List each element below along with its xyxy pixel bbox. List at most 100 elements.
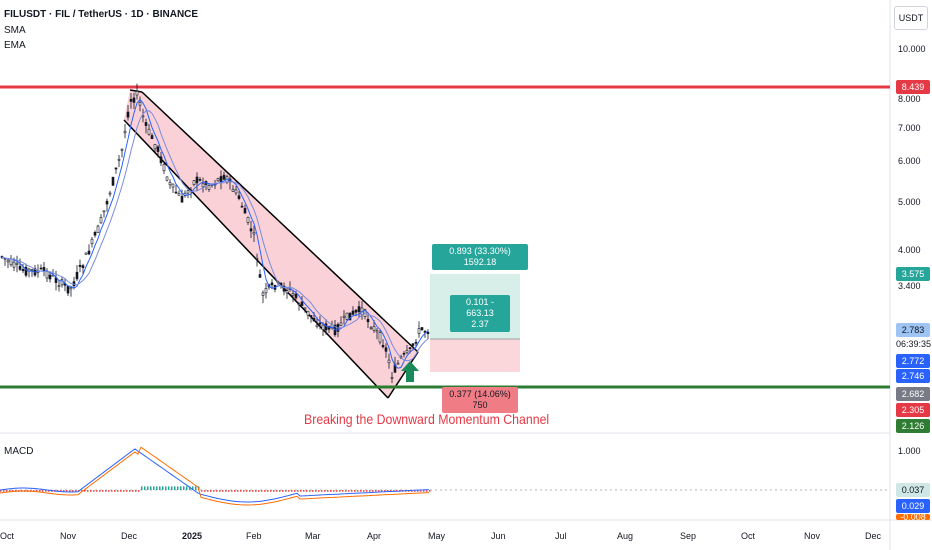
sma-value-tag: 2.772 (896, 354, 930, 368)
macd-histogram-bar (147, 486, 149, 490)
macd-histogram-bar (330, 490, 332, 492)
time-axis-label: 2025 (182, 531, 203, 541)
candle-body (30, 269, 34, 271)
macd-histogram-bar (6, 490, 8, 492)
axis-price-label: 6.000 (898, 156, 921, 166)
position-callout-line-2: 2.37 (471, 319, 489, 329)
candle-body (45, 271, 49, 279)
resistance-price-tag: 8.439 (896, 80, 930, 94)
candle-body (81, 265, 85, 268)
macd-histogram-bar (123, 490, 125, 492)
stop-zone[interactable] (430, 339, 520, 372)
time-axis-label: Feb (246, 531, 262, 541)
macd-histogram-bar (162, 486, 164, 490)
axis-price-label: 4.000 (898, 245, 921, 255)
last-price-tag: 2.783 (896, 323, 930, 337)
sma-indicator-label[interactable]: SMA (4, 25, 26, 36)
macd-histogram-bar (81, 490, 83, 492)
candle-body (222, 174, 226, 180)
macd-histogram-bar (255, 490, 257, 492)
macd-label[interactable]: MACD (4, 446, 34, 457)
time-axis-label: Nov (60, 531, 77, 541)
macd-histogram-bar (72, 490, 74, 492)
candle-body (126, 111, 130, 118)
candlestick-series[interactable] (0, 83, 430, 384)
macd-histogram-bar (225, 490, 227, 492)
candle-body (114, 167, 118, 170)
candle-body (285, 290, 289, 294)
macd-histogram-bar (192, 486, 194, 490)
macd-histogram[interactable] (0, 486, 431, 492)
macd-histogram-bar (159, 486, 161, 490)
sma-line[interactable] (1, 98, 429, 369)
macd-histogram-bar (246, 490, 248, 492)
breakout-arrow-icon (401, 361, 419, 382)
candle-body (351, 310, 355, 315)
macd-histogram-bar (216, 490, 218, 492)
macd-histogram-bar (363, 490, 365, 492)
candle-body (324, 323, 328, 331)
candle-body (426, 331, 430, 335)
macd-histogram-bar (87, 490, 89, 492)
currency-button[interactable]: USDT (894, 6, 928, 30)
candle-body (156, 146, 160, 152)
macd-histogram-bar (153, 486, 155, 490)
symbol-title[interactable]: FILUSDT · FIL / TetherUS · 1D · BINANCE (4, 9, 199, 20)
macd-histogram-bar (90, 490, 92, 492)
candle-body (195, 176, 199, 184)
downward-channel-fill (124, 90, 418, 398)
candle-body (171, 183, 175, 188)
macd-histogram-bar (63, 490, 65, 492)
candle-body (57, 285, 61, 287)
macd-histogram-bar (369, 490, 371, 492)
chart-annotation[interactable]: Breaking the Downward Momentum Channel (304, 411, 550, 427)
macd-histogram-bar (387, 490, 389, 492)
macd-histogram-bar (210, 490, 212, 492)
macd-histogram-bar (201, 490, 203, 492)
candle-body (39, 267, 43, 270)
axis-price-label: 7.000 (898, 123, 921, 133)
macd-histogram-bar (243, 490, 245, 492)
macd-histogram-bar (264, 490, 266, 492)
candle-body (78, 264, 82, 267)
macd-histogram-bar (291, 490, 293, 492)
candle-body (312, 317, 316, 322)
macd-histogram-bar (336, 490, 338, 492)
candle-body (117, 158, 121, 161)
macd-histogram-bar (285, 490, 287, 492)
macd-histogram-bar (33, 490, 35, 492)
candle-body (9, 258, 13, 266)
macd-histogram-bar (45, 490, 47, 492)
ema-value-tag: 2.746 (896, 369, 930, 383)
candle-body (405, 350, 409, 354)
time-axis-label: Apr (367, 531, 382, 541)
macd-scale-label: 1.000 (898, 446, 921, 456)
macd-histogram-bar (135, 490, 137, 492)
candle-body (12, 261, 16, 268)
macd-line[interactable] (0, 448, 430, 503)
macd-histogram-bar (282, 490, 284, 492)
macd-histogram-bar (174, 486, 176, 490)
ema-indicator-label[interactable]: EMA (4, 40, 26, 51)
candle-body (132, 97, 136, 103)
channel-top-edge (129, 89, 143, 93)
candle-body (357, 306, 361, 313)
macd-histogram-bar (60, 490, 62, 492)
macd-histogram-bar (342, 490, 344, 492)
candle-body (153, 144, 157, 150)
candle-body (306, 310, 310, 316)
candle-body (339, 322, 343, 326)
channel-upper-line[interactable] (141, 91, 419, 353)
candle-body (348, 312, 352, 321)
candle-body (390, 377, 394, 379)
macd-histogram-bar (120, 490, 122, 492)
ema-line[interactable] (1, 110, 429, 362)
signal-line[interactable] (0, 446, 430, 506)
axis-price-label: 10.000 (898, 44, 926, 54)
candle-body (42, 267, 46, 272)
signal-line-tag: -0.008 (896, 514, 930, 520)
candle-body (366, 318, 370, 323)
macd-histogram-bar (189, 486, 191, 490)
candle-body (138, 102, 142, 106)
